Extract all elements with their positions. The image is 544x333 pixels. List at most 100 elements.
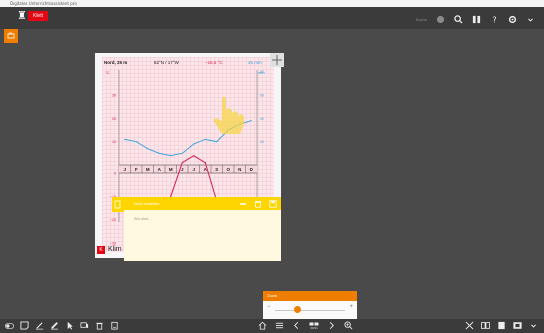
month-label: F (135, 167, 138, 172)
search-icon[interactable] (453, 14, 463, 24)
header-tools: Suche ? (416, 12, 535, 26)
temp-tick-label: −10 (110, 195, 116, 199)
view-controls (465, 321, 538, 330)
delete-icon[interactable] (253, 199, 262, 208)
precip-label: 25 mm (248, 60, 262, 65)
precip-tick-label: 80 (260, 70, 264, 74)
temp-tick-label: 20 (112, 117, 116, 121)
collapse-icon[interactable] (529, 321, 538, 330)
note-text-input[interactable]: Wo sind ... (134, 216, 153, 221)
precipitation-point (158, 152, 160, 154)
month-label: N (238, 167, 241, 172)
temp-unit: °C (105, 70, 110, 75)
settings-icon[interactable] (507, 14, 517, 24)
temperature-point (193, 155, 195, 157)
app-logo[interactable]: ♜ Klett (17, 10, 49, 23)
window-title: Digitales Unterrichtsassistent pro (10, 1, 77, 6)
publisher-brand: K Klim (97, 244, 122, 255)
list-icon[interactable] (275, 321, 284, 330)
month-label: S (215, 167, 218, 172)
search-input[interactable]: Suche (415, 16, 427, 22)
temp-tick-label: 10 (112, 140, 116, 144)
precipitation-point (216, 141, 218, 143)
precipitation-point (170, 155, 172, 157)
drawing-tools (5, 321, 119, 330)
presentation-icon[interactable] (471, 14, 481, 24)
record-icon[interactable] (435, 14, 445, 24)
note-header: Notiz erstellen (124, 197, 281, 210)
hand-pointer-icon (213, 97, 244, 134)
precip-tick-label: 40 (260, 117, 264, 121)
precipitation-point (193, 143, 195, 145)
month-label: A (204, 167, 208, 172)
precipitation-point (147, 148, 149, 150)
month-label: J (192, 167, 195, 172)
temperature-point (181, 162, 183, 164)
temp-tick-label: 30 (112, 94, 116, 98)
help-icon[interactable]: ? (489, 14, 499, 24)
zoom-slider-track[interactable] (275, 310, 345, 311)
month-label: A (158, 167, 162, 172)
pointer-icon[interactable] (65, 321, 74, 330)
month-label: D (250, 167, 254, 172)
note-edit-icon (114, 200, 121, 209)
precip-tick-label: 20 (260, 140, 264, 144)
bottom-toolbar: 30/31 (0, 319, 544, 333)
note-panel: Notiz erstellen Wo sind ... (124, 197, 281, 261)
link-icon[interactable] (238, 199, 247, 208)
menu-folder-icon (7, 32, 15, 39)
temp-tick-label: −20 (110, 218, 116, 222)
clipboard-icon[interactable] (110, 321, 119, 330)
zoom-icon[interactable] (344, 321, 353, 330)
temp-tick-label: 0 (114, 172, 116, 176)
page-indicator[interactable]: 30/31 (309, 322, 319, 330)
temp-tick-label: −30 (110, 242, 116, 246)
brand-name: Klim (108, 246, 122, 253)
trash-icon[interactable] (95, 321, 104, 330)
temperature-point (170, 195, 172, 197)
precipitation-point (124, 138, 126, 140)
zoom-title: Zoom (267, 293, 278, 298)
month-label: O (226, 167, 230, 172)
home-icon[interactable] (258, 321, 267, 330)
screen-mode-icon[interactable] (513, 321, 522, 330)
double-page-icon[interactable] (481, 321, 490, 330)
toggle-icon[interactable] (5, 321, 14, 330)
note-title: Notiz erstellen (134, 201, 160, 206)
fullscreen-icon[interactable] (465, 321, 474, 330)
marker-icon[interactable] (50, 321, 59, 330)
previous-page-icon[interactable] (292, 321, 301, 330)
zoom-panel: Zoom − + (263, 291, 357, 319)
pages-icon (309, 322, 319, 325)
brand-logo-icon: K (97, 245, 105, 254)
klett-logo-icon: ♜ (17, 10, 27, 22)
temp-label: −16,5 °C (205, 60, 223, 65)
zoom-header: Zoom (263, 291, 357, 301)
precipitation-point (204, 138, 206, 140)
month-label: M (169, 167, 173, 172)
zoom-out-button[interactable]: − (267, 304, 271, 310)
move-handle[interactable] (270, 53, 284, 67)
svg-text:?: ? (492, 15, 496, 24)
app-header: ♜ Klett Suche ? (0, 7, 544, 29)
precipitation-point (250, 120, 252, 122)
precip-tick-label: 60 (260, 94, 264, 98)
zoom-slider-knob[interactable] (293, 306, 301, 313)
temperature-point (204, 162, 206, 164)
toc-button[interactable] (4, 29, 18, 43)
note-tool-icon[interactable] (20, 321, 29, 330)
month-label: J (123, 167, 126, 172)
next-page-icon[interactable] (327, 321, 336, 330)
month-label: M (146, 167, 150, 172)
window-titlebar: Digitales Unterrichtsassistent pro (0, 0, 544, 7)
note-tab[interactable] (112, 197, 124, 212)
zoom-in-button[interactable]: + (349, 304, 353, 310)
screen-capture-icon[interactable] (80, 321, 89, 330)
pen-icon[interactable] (35, 321, 44, 330)
single-page-icon[interactable] (497, 321, 506, 330)
coords-label: 82°N / 17°W (154, 60, 180, 65)
chevron-down-icon[interactable] (525, 14, 535, 24)
save-icon[interactable] (268, 199, 277, 208)
station-label: Nord, 25 m (104, 60, 127, 65)
page-navigation: 30/31 (258, 321, 353, 330)
